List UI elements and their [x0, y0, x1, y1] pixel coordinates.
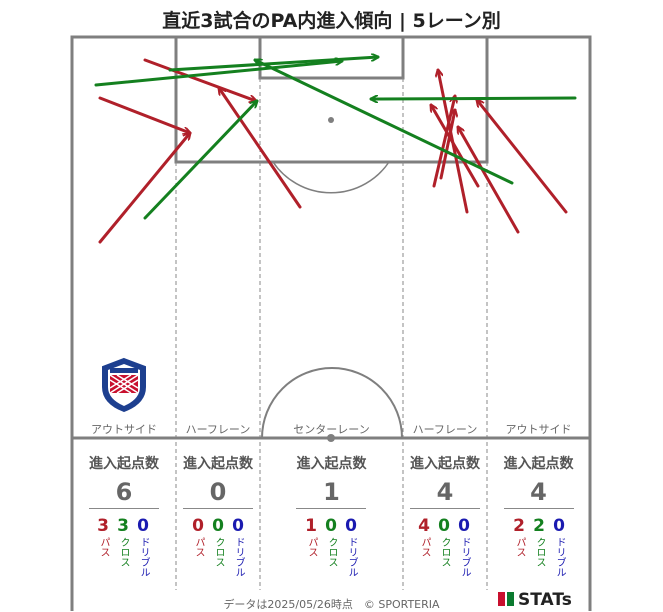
- brand-logo: STATs: [498, 590, 572, 610]
- pass-count: 3 パス: [97, 516, 109, 557]
- lane-rule: [183, 508, 253, 509]
- pass-arrow: [98, 96, 190, 133]
- dribble-count: 0 ドリブル: [458, 516, 470, 577]
- brand-mark-icon: [507, 592, 514, 606]
- pass-arrow: [431, 105, 480, 188]
- chart-title: 直近3試合のPA内進入傾向 | 5レーン別: [162, 10, 501, 32]
- cross-count: 0 クロス: [212, 516, 224, 567]
- pass-arrow: [439, 110, 455, 180]
- lane-label-center: センターレーン: [293, 423, 370, 436]
- lane-rule: [504, 508, 574, 509]
- lane-stat-title: 進入起点数: [503, 456, 574, 472]
- cross-arrow: [255, 60, 514, 185]
- dribble-count: 0 ドリブル: [232, 516, 244, 577]
- center-spot: [327, 434, 335, 442]
- pass-count: 2 パス: [513, 516, 525, 557]
- lane-total: 4: [530, 478, 547, 506]
- penalty-spot: [328, 117, 334, 123]
- lane-rule: [296, 508, 366, 509]
- club-crest-logo: [102, 357, 146, 413]
- cross-count: 0 クロス: [438, 516, 450, 567]
- pass-arrow: [219, 88, 302, 209]
- lane-stat-title: 進入起点数: [410, 456, 480, 472]
- footer-credit: データは2025/05/26時点 © SPORTERIA: [223, 598, 440, 611]
- pass-arrow: [458, 127, 520, 234]
- pass-arrow: [143, 58, 256, 101]
- lane-label-halflane-right: ハーフレーン: [412, 423, 478, 436]
- lane-stat-title: 進入起点数: [89, 456, 159, 472]
- cross-arrow: [94, 61, 344, 87]
- lane-total: 6: [115, 478, 133, 506]
- center-circle: [261, 367, 403, 439]
- dribble-count: 0 ドリブル: [345, 516, 357, 577]
- pass-count: 4 パス: [418, 516, 430, 557]
- cross-arrow: [143, 101, 257, 220]
- cross-arrow: [168, 57, 380, 72]
- pass-arrow: [98, 133, 190, 244]
- goal-area: [258, 35, 405, 80]
- pass-count: 0 パス: [192, 516, 204, 557]
- cross-count: 3 クロス: [117, 516, 129, 567]
- penalty-arc: [272, 161, 390, 194]
- cross-count: 0 クロス: [325, 516, 337, 567]
- lane-label-outside-right: アウトサイド: [505, 423, 572, 436]
- lane-rule: [410, 508, 480, 509]
- pass-arrow: [477, 100, 568, 214]
- arrow-layer: [94, 57, 577, 244]
- lane-label-outside-left: アウトサイド: [91, 423, 157, 436]
- lane-total: 1: [323, 478, 340, 506]
- lane-rule: [89, 508, 159, 509]
- pass-count: 1 パス: [305, 516, 317, 557]
- lane-stat-title: 進入起点数: [296, 456, 367, 472]
- cross-count: 2 クロス: [533, 516, 545, 567]
- dribble-count: 0 ドリブル: [553, 516, 565, 577]
- lane-stat-title: 進入起点数: [183, 456, 253, 472]
- dribble-count: 0 ドリブル: [137, 516, 149, 577]
- lane-label-halflane-left: ハーフレーン: [185, 423, 251, 436]
- brand-mark-icon: [498, 592, 505, 606]
- cross-arrow: [369, 98, 577, 99]
- lane-total: 0: [209, 478, 227, 506]
- lane-total: 4: [436, 478, 454, 506]
